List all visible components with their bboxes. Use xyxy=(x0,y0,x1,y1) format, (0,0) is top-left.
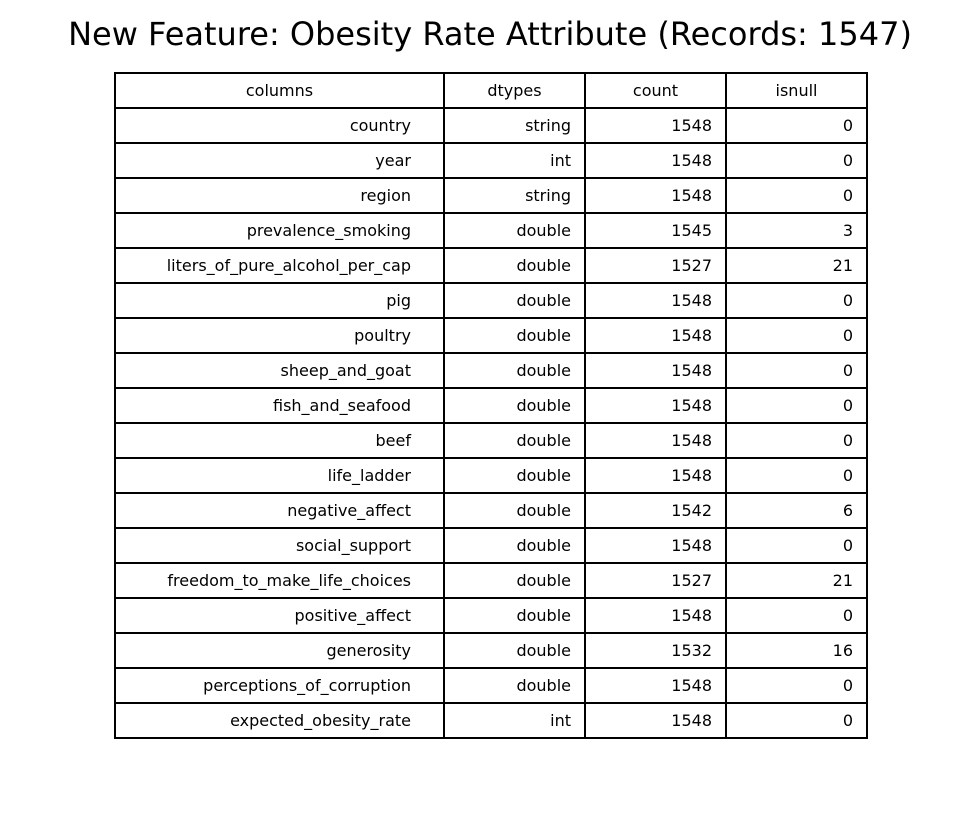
cell-dtype: double xyxy=(443,667,586,704)
cell-column: perceptions_of_corruption xyxy=(114,667,445,704)
table-row: poultry double 1548 0 xyxy=(114,317,868,354)
cell-column: freedom_to_make_life_choices xyxy=(114,562,445,599)
header-dtypes: dtypes xyxy=(443,72,586,109)
header-count: count xyxy=(584,72,727,109)
cell-count: 1548 xyxy=(584,142,727,179)
cell-column: region xyxy=(114,177,445,214)
cell-column: positive_affect xyxy=(114,597,445,634)
table-row: freedom_to_make_life_choices double 1527 21 xyxy=(114,562,868,599)
table-row: fish_and_seafood double 1548 0 xyxy=(114,387,868,424)
table-row: positive_affect double 1548 0 xyxy=(114,597,868,634)
header-isnull: isnull xyxy=(725,72,868,109)
cell-dtype: int xyxy=(443,142,586,179)
cell-count: 1548 xyxy=(584,317,727,354)
cell-count: 1548 xyxy=(584,597,727,634)
cell-dtype: string xyxy=(443,177,586,214)
cell-dtype: double xyxy=(443,387,586,424)
table-row: sheep_and_goat double 1548 0 xyxy=(114,352,868,389)
cell-dtype: double xyxy=(443,422,586,459)
cell-isnull: 0 xyxy=(725,107,868,144)
table-row: social_support double 1548 0 xyxy=(114,527,868,564)
cell-count: 1532 xyxy=(584,632,727,669)
cell-count: 1548 xyxy=(584,177,727,214)
cell-isnull: 0 xyxy=(725,702,868,739)
cell-isnull: 0 xyxy=(725,352,868,389)
cell-column: poultry xyxy=(114,317,445,354)
cell-isnull: 0 xyxy=(725,177,868,214)
table-row: year int 1548 0 xyxy=(114,142,868,179)
cell-count: 1548 xyxy=(584,702,727,739)
cell-isnull: 0 xyxy=(725,457,868,494)
cell-dtype: double xyxy=(443,457,586,494)
cell-count: 1527 xyxy=(584,562,727,599)
cell-isnull: 0 xyxy=(725,317,868,354)
cell-isnull: 0 xyxy=(725,667,868,704)
cell-column: liters_of_pure_alcohol_per_cap xyxy=(114,247,445,284)
table-row: perceptions_of_corruption double 1548 0 xyxy=(114,667,868,704)
cell-isnull: 0 xyxy=(725,527,868,564)
table-row: generosity double 1532 16 xyxy=(114,632,868,669)
cell-count: 1545 xyxy=(584,212,727,249)
cell-isnull: 6 xyxy=(725,492,868,529)
cell-isnull: 21 xyxy=(725,247,868,284)
table-row: beef double 1548 0 xyxy=(114,422,868,459)
cell-column: generosity xyxy=(114,632,445,669)
data-table: columns dtypes count isnull country strin… xyxy=(114,72,868,739)
table-body: country string 1548 0 year int 1548 0 region stri… xyxy=(114,107,868,739)
cell-isnull: 0 xyxy=(725,422,868,459)
chart-title: New Feature: Obesity Rate Attribute (Rec… xyxy=(68,15,912,53)
table-row: liters_of_pure_alcohol_per_cap double 1527… xyxy=(114,247,868,284)
cell-isnull: 3 xyxy=(725,212,868,249)
cell-count: 1548 xyxy=(584,457,727,494)
cell-count: 1548 xyxy=(584,107,727,144)
cell-count: 1548 xyxy=(584,387,727,424)
cell-dtype: string xyxy=(443,107,586,144)
cell-column: sheep_and_goat xyxy=(114,352,445,389)
table-row: country string 1548 0 xyxy=(114,107,868,144)
cell-dtype: double xyxy=(443,352,586,389)
cell-column: expected_obesity_rate xyxy=(114,702,445,739)
cell-count: 1548 xyxy=(584,282,727,319)
cell-isnull: 0 xyxy=(725,142,868,179)
cell-dtype: double xyxy=(443,492,586,529)
cell-dtype: double xyxy=(443,317,586,354)
cell-dtype: double xyxy=(443,247,586,284)
cell-column: fish_and_seafood xyxy=(114,387,445,424)
cell-column: life_ladder xyxy=(114,457,445,494)
cell-isnull: 16 xyxy=(725,632,868,669)
cell-column: country xyxy=(114,107,445,144)
cell-dtype: int xyxy=(443,702,586,739)
cell-column: year xyxy=(114,142,445,179)
cell-column: beef xyxy=(114,422,445,459)
cell-dtype: double xyxy=(443,632,586,669)
table-row: pig double 1548 0 xyxy=(114,282,868,319)
table-row: expected_obesity_rate int 1548 0 xyxy=(114,702,868,739)
cell-count: 1548 xyxy=(584,667,727,704)
cell-column: social_support xyxy=(114,527,445,564)
cell-dtype: double xyxy=(443,282,586,319)
cell-column: pig xyxy=(114,282,445,319)
cell-column: negative_affect xyxy=(114,492,445,529)
table-row: life_ladder double 1548 0 xyxy=(114,457,868,494)
cell-count: 1548 xyxy=(584,352,727,389)
cell-dtype: double xyxy=(443,212,586,249)
cell-column: prevalence_smoking xyxy=(114,212,445,249)
table-row: prevalence_smoking double 1545 3 xyxy=(114,212,868,249)
table-row: negative_affect double 1542 6 xyxy=(114,492,868,529)
table-row: region string 1548 0 xyxy=(114,177,868,214)
cell-count: 1548 xyxy=(584,527,727,564)
cell-count: 1542 xyxy=(584,492,727,529)
cell-isnull: 0 xyxy=(725,282,868,319)
cell-count: 1548 xyxy=(584,422,727,459)
header-row: columns dtypes count isnull xyxy=(114,72,868,109)
cell-count: 1527 xyxy=(584,247,727,284)
cell-isnull: 0 xyxy=(725,387,868,424)
cell-dtype: double xyxy=(443,562,586,599)
cell-dtype: double xyxy=(443,597,586,634)
cell-isnull: 0 xyxy=(725,597,868,634)
header-columns: columns xyxy=(114,72,445,109)
cell-isnull: 21 xyxy=(725,562,868,599)
cell-dtype: double xyxy=(443,527,586,564)
